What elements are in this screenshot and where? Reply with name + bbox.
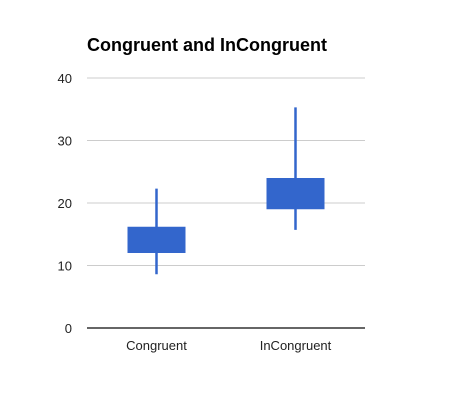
box-incongruent xyxy=(266,178,325,210)
x-tick-label: Congruent xyxy=(126,338,187,353)
y-tick-label: 10 xyxy=(58,259,72,274)
x-tick-label: InCongruent xyxy=(260,338,332,353)
box-congruent xyxy=(127,226,186,253)
y-tick-label: 40 xyxy=(58,71,72,86)
y-tick-label: 30 xyxy=(58,134,72,149)
y-tick-label: 0 xyxy=(65,321,72,336)
chart-title: Congruent and InCongruent xyxy=(87,35,327,55)
y-tick-label: 20 xyxy=(58,196,72,211)
